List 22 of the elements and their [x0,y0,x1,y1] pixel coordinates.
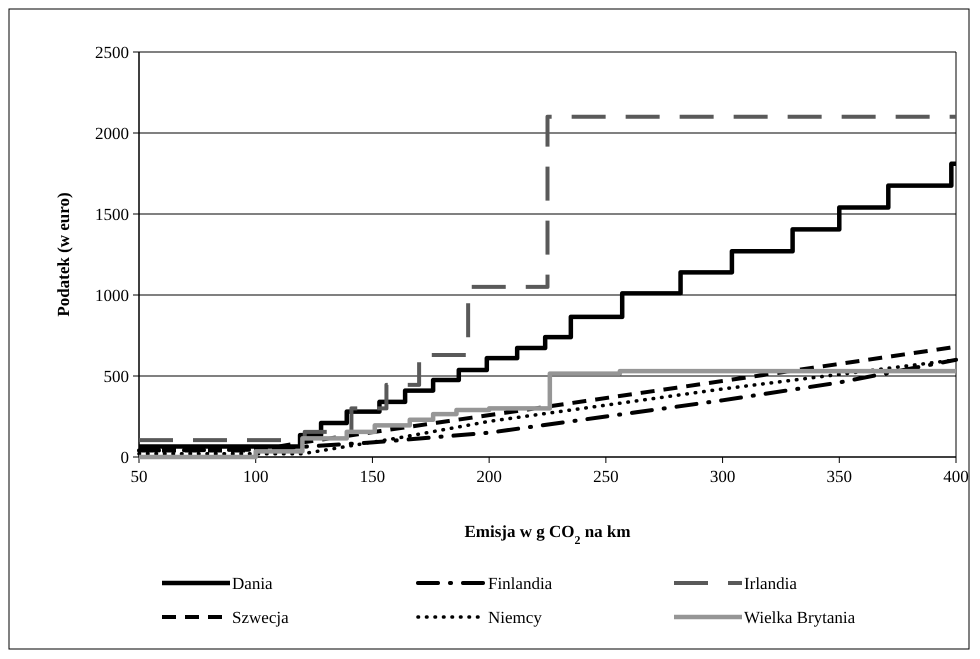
y-tick-label: 2500 [95,42,129,62]
legend-label: Szwecja [232,608,290,627]
y-tick-label: 500 [104,366,129,386]
y-tick-label: 2000 [95,124,129,143]
x-tick-label: 250 [593,467,619,486]
x-tick-label: 100 [242,467,268,486]
legend-label: Niemcy [488,608,542,627]
x-tick-label: 400 [943,467,969,486]
legend-label: Irlandia [744,574,798,593]
y-tick-label: 1000 [95,286,129,305]
legend-label: Dania [232,574,274,593]
x-tick-label: 150 [360,467,386,486]
y-tick-label: 0 [120,448,129,467]
y-axis-title: Podatek (w euro) [54,192,73,317]
y-tick-label: 1500 [95,204,129,224]
x-tick-label: 200 [476,467,502,486]
x-tick-label: 50 [130,467,148,486]
x-axis-title: Emisja w g CO$_{2}$ na km [464,522,631,547]
x-tick-label: 300 [710,467,736,486]
legend-label: Finlandia [488,574,553,593]
legend-label: Wielka Brytania [744,608,856,627]
x-tick-label: 350 [826,467,852,486]
